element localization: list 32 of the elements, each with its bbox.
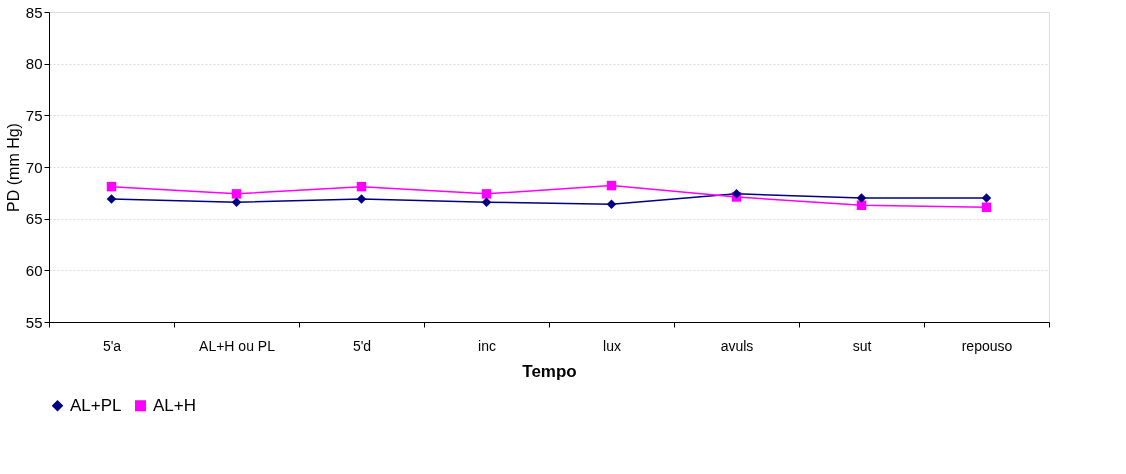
legend-label: AL+H <box>153 395 196 415</box>
point <box>231 189 242 199</box>
x-tick-label: sut <box>852 337 872 354</box>
y-axis-title: PD (mm Hg) <box>4 123 22 212</box>
x-axis-title: Tempo <box>522 361 577 381</box>
point <box>481 197 492 207</box>
point <box>981 202 992 213</box>
point <box>231 197 242 207</box>
x-tick-label: 5'a <box>102 337 122 354</box>
y-tick-label: 70 <box>25 158 43 176</box>
point <box>356 194 367 204</box>
x-tick-label: repouso <box>961 337 1013 354</box>
x-tick-label: avuls <box>720 337 754 354</box>
x-tick-label: lux <box>603 337 621 354</box>
point <box>106 194 117 204</box>
y-tick-label: 75 <box>25 106 43 124</box>
point <box>856 193 867 203</box>
legend-label: AL+PL <box>70 395 122 415</box>
point <box>981 193 992 203</box>
y-tick-label: 60 <box>25 261 43 279</box>
y-tick-label: 65 <box>25 210 43 228</box>
x-tick-label: AL+H ou PL <box>199 337 276 354</box>
y-tick-label: 55 <box>25 313 43 331</box>
y-tick-label: 85 <box>25 3 43 21</box>
point <box>356 181 367 192</box>
point <box>106 181 117 192</box>
y-tick-label: 80 <box>25 55 43 73</box>
x-tick-label: inc <box>478 337 496 354</box>
x-tick-label: 5'd <box>352 337 372 354</box>
point <box>481 189 492 199</box>
point <box>606 199 617 209</box>
point <box>606 180 617 191</box>
